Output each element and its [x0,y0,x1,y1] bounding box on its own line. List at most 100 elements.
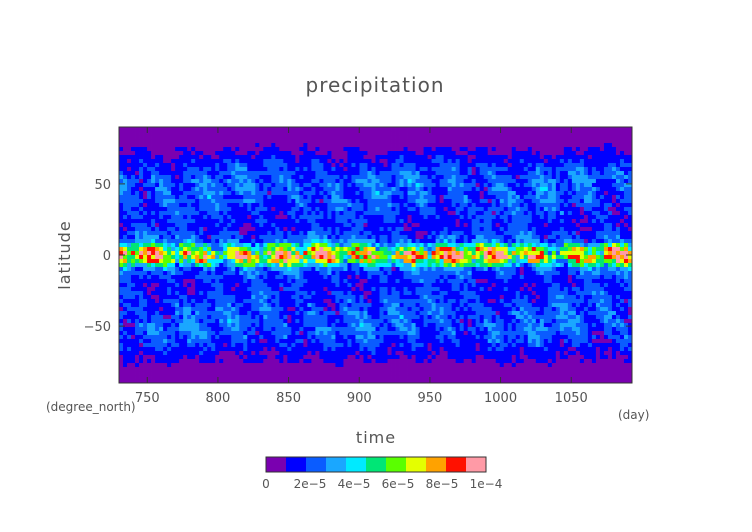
heatmap-cell [467,183,473,188]
heatmap-cell [427,131,433,136]
heatmap-cell [331,235,336,240]
heatmap-cell [443,167,449,172]
heatmap-cell [483,167,489,172]
heatmap-cell [551,219,557,224]
heatmap-cell [531,191,537,196]
heatmap-cell [551,151,557,156]
heatmap-cell [435,175,441,180]
heatmap-cell [531,279,537,284]
heatmap-cell [151,231,156,236]
heatmap-cell [299,247,304,252]
heatmap-cell [375,215,380,220]
heatmap-cell [391,251,396,256]
heatmap-cell [467,163,473,168]
heatmap-cell [487,267,493,272]
heatmap-cell [579,275,585,280]
heatmap-cell [483,279,489,284]
heatmap-cell [323,227,328,232]
heatmap-cell [227,243,232,248]
heatmap-cell [255,231,260,236]
heatmap-cell [583,139,589,144]
heatmap-cell [323,203,328,208]
heatmap-cell [315,203,320,208]
heatmap-cell [459,219,465,224]
heatmap-cell [399,151,404,156]
heatmap-cell [235,183,240,188]
heatmap-cell [611,223,617,228]
heatmap-cell [559,155,565,160]
heatmap-cell [123,147,128,152]
heatmap-cell [615,227,621,232]
heatmap-cell [243,139,248,144]
heatmap-cell [579,219,585,224]
heatmap-cell [583,271,589,276]
heatmap-cell [523,143,529,148]
heatmap-cell [455,203,461,208]
heatmap-cell [303,215,308,220]
heatmap-cell [403,267,408,272]
heatmap-cell [243,191,248,196]
heatmap-cell [223,187,228,192]
heatmap-cell [271,187,276,192]
heatmap-cell [239,251,244,256]
heatmap-cell [119,127,124,132]
heatmap-cell [251,215,256,220]
heatmap-cell [211,259,216,264]
heatmap-cell [183,275,188,280]
heatmap-cell [539,243,545,248]
heatmap-cell [351,143,356,148]
heatmap-cell [623,171,629,176]
heatmap-cell [411,255,416,260]
heatmap-cell [371,215,376,220]
heatmap-cell [467,195,473,200]
heatmap-cell [439,259,445,264]
heatmap-cell [431,167,437,172]
heatmap-cell [171,127,176,132]
heatmap-cell [503,135,509,140]
heatmap-cell [427,151,433,156]
heatmap-cell [311,267,316,272]
heatmap-cell [163,255,168,260]
heatmap-cell [135,259,140,264]
heatmap-cell [591,167,597,172]
heatmap-cell [263,243,268,248]
heatmap-cell [179,279,184,284]
heatmap-cell [251,151,256,156]
heatmap-cell [503,227,509,232]
heatmap-cell [187,195,192,200]
heatmap-cell [579,235,585,240]
heatmap-cell [419,183,424,188]
heatmap-cell [275,251,280,256]
heatmap-cell [319,219,324,224]
heatmap-cell [415,175,420,180]
heatmap-cell [227,247,232,252]
heatmap-cell [627,167,633,172]
heatmap-cell [135,243,140,248]
heatmap-cell [543,131,549,136]
heatmap-cell [471,147,477,152]
heatmap-cell [179,215,184,220]
heatmap-cell [323,275,328,280]
heatmap-cell [251,271,256,276]
heatmap-cell [379,279,384,284]
heatmap-cell [351,259,356,264]
heatmap-cell [355,211,360,216]
heatmap-cell [431,267,437,272]
heatmap-cell [159,223,164,228]
heatmap-cell [299,203,304,208]
heatmap-cell [167,211,172,216]
heatmap-cell [135,263,140,268]
heatmap-cell [619,247,625,252]
heatmap-cell [539,259,545,264]
heatmap-cell [495,263,501,268]
heatmap-cell [199,191,204,196]
heatmap-cell [547,183,553,188]
heatmap-cell [607,207,613,212]
heatmap-cell [311,227,316,232]
heatmap-cell [595,135,601,140]
heatmap-cell [183,195,188,200]
heatmap-cell [303,243,308,248]
heatmap-cell [551,215,557,220]
heatmap-cell [359,219,364,224]
heatmap-cell [431,255,437,260]
